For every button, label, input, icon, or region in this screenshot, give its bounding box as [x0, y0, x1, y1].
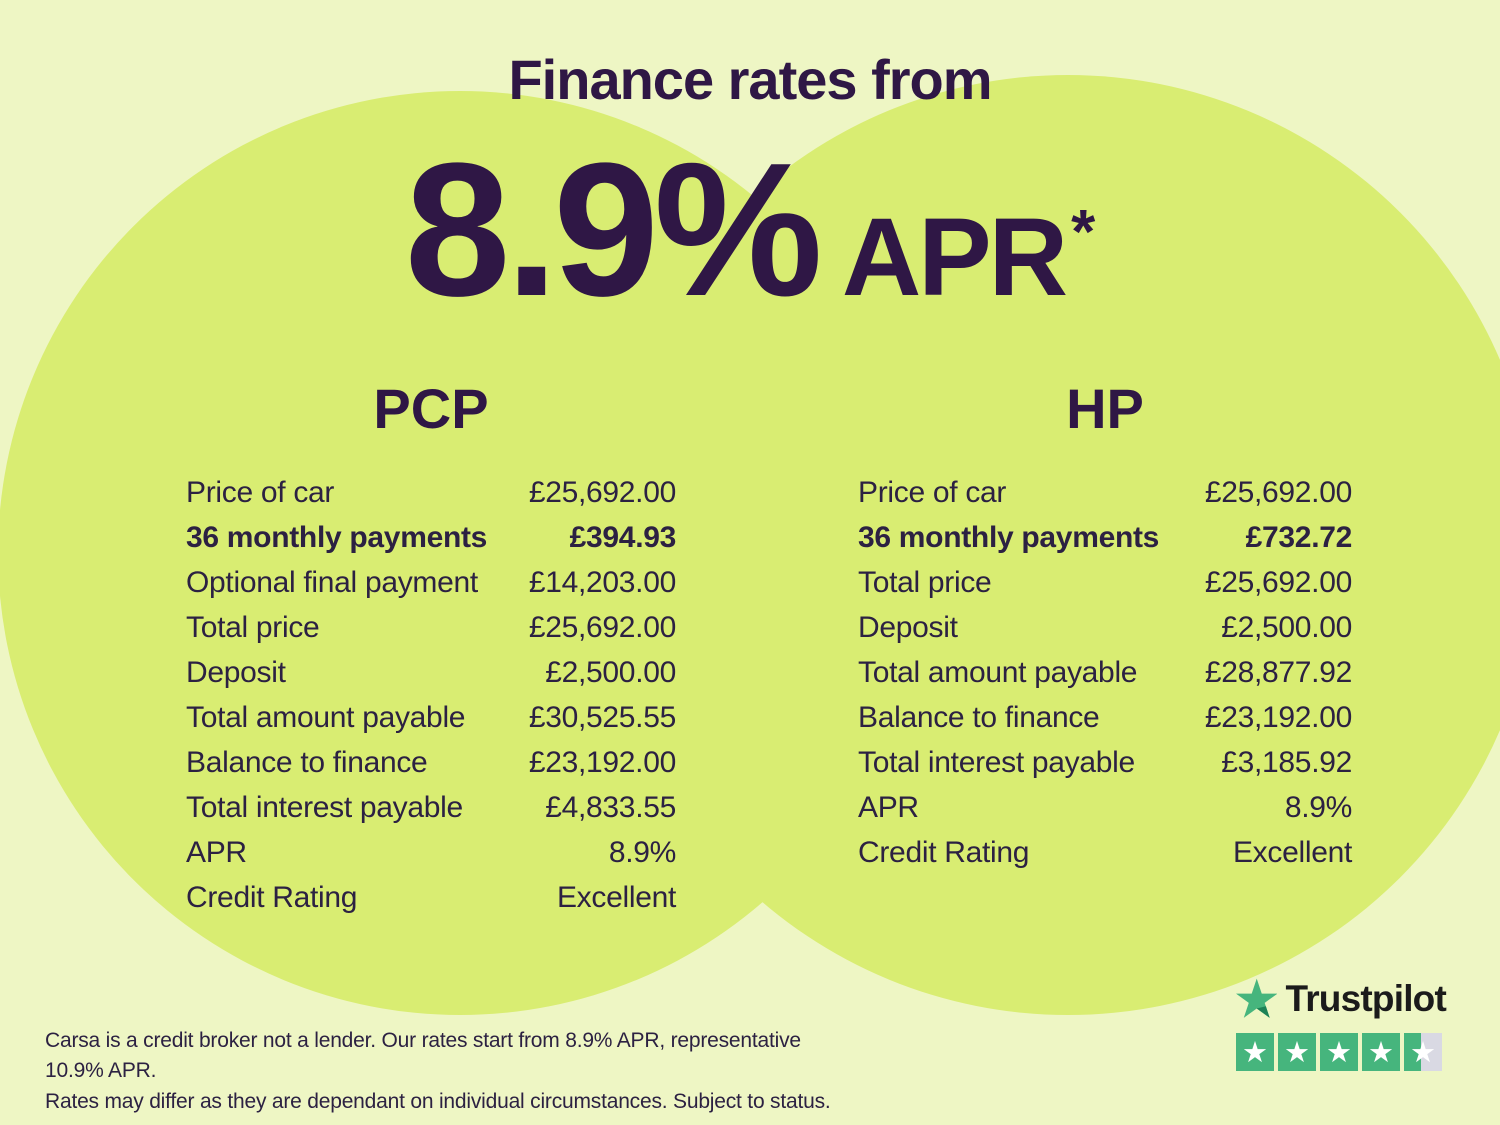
pcp-table-title: PCP	[373, 377, 489, 440]
row-value: £4,833.55	[545, 790, 676, 824]
row-label: 36 monthly payments	[858, 520, 1160, 554]
row-value: £2,500.00	[545, 655, 676, 689]
row-label: Total interest payable	[858, 745, 1135, 779]
rating-star-icon: ★	[1284, 1034, 1310, 1069]
row-value: Excellent	[1232, 835, 1352, 869]
row-value: Excellent	[556, 880, 676, 914]
table-row: APR 8.9%	[186, 830, 676, 875]
trustpilot-rating-stars: ★ ★ ★ ★ ★	[1236, 1033, 1446, 1071]
rating-star-fill	[1404, 1033, 1422, 1071]
row-value: £394.93	[569, 520, 677, 554]
rating-star-box: ★	[1278, 1033, 1316, 1071]
page-title: Finance rates from	[508, 48, 992, 111]
table-row: Price of car £25,692.00	[186, 470, 676, 515]
table-row: Deposit £2,500.00	[858, 605, 1352, 650]
row-value: £23,192.00	[1204, 700, 1352, 734]
table-row: Price of car £25,692.00	[858, 470, 1352, 515]
rating-star-fill	[1278, 1033, 1316, 1071]
row-label: Price of car	[858, 475, 1007, 509]
rating-star-fill	[1236, 1033, 1274, 1071]
trustpilot-brand: Trustpilot	[1285, 977, 1446, 1019]
row-label: APR	[186, 835, 247, 869]
row-label: Total amount payable	[186, 700, 466, 734]
row-label: Total price	[858, 565, 992, 599]
row-label: Credit Rating	[186, 880, 358, 914]
row-value: £3,185.92	[1221, 745, 1352, 779]
hp-table-title: HP	[1066, 377, 1144, 440]
hp-table-rows: Price of car £25,692.00 36 monthly payme…	[858, 470, 1352, 875]
row-value: £14,203.00	[528, 565, 676, 599]
row-value: £25,692.00	[1204, 475, 1352, 509]
table-row: Total amount payable £30,525.55	[186, 695, 676, 740]
hero-asterisk: *	[1071, 198, 1096, 267]
table-row: Deposit £2,500.00	[186, 650, 676, 695]
row-value: £23,192.00	[528, 745, 676, 779]
row-label: 36 monthly payments	[186, 520, 488, 554]
trustpilot-logo: Trustpilot	[1236, 974, 1447, 1022]
table-row: Balance to finance £23,192.00	[186, 740, 676, 785]
disclaimer: Carsa is a credit broker not a lender. O…	[45, 1026, 845, 1117]
pcp-table: PCP Price of car £25,692.00 36 monthly p…	[186, 381, 676, 920]
rating-star-icon: ★	[1326, 1034, 1352, 1069]
row-label: Price of car	[186, 475, 335, 509]
rating-star-icon: ★	[1368, 1034, 1394, 1069]
row-value: 8.9%	[608, 835, 676, 869]
row-label: Total amount payable	[858, 655, 1138, 689]
row-value: £2,500.00	[1221, 610, 1352, 644]
pcp-table-rows: Price of car £25,692.00 36 monthly payme…	[186, 470, 676, 920]
table-row: APR 8.9%	[858, 785, 1352, 830]
row-value: £28,877.92	[1204, 655, 1352, 689]
row-label: Total price	[186, 610, 320, 644]
table-row: Balance to finance £23,192.00	[858, 695, 1352, 740]
trustpilot-star-icon	[1236, 978, 1278, 1018]
row-label: Deposit	[186, 655, 286, 689]
rating-star-icon: ★	[1410, 1034, 1436, 1069]
rating-star-box: ★	[1320, 1033, 1358, 1071]
table-row: Total price £25,692.00	[186, 605, 676, 650]
background-circle-right	[598, 75, 1500, 1015]
table-row: Credit Rating Excellent	[186, 875, 676, 920]
row-value: £25,692.00	[528, 610, 676, 644]
table-row: 36 monthly payments £732.72	[858, 515, 1352, 560]
rating-star-box: ★	[1236, 1033, 1274, 1071]
row-value: £732.72	[1245, 520, 1353, 554]
rating-star-box: ★	[1404, 1033, 1442, 1071]
disclaimer-line-1: Carsa is a credit broker not a lender. O…	[45, 1029, 801, 1083]
row-label: Balance to finance	[858, 700, 1100, 734]
table-row: 36 monthly payments £394.93	[186, 515, 676, 560]
rating-star-fill	[1320, 1033, 1358, 1071]
hero-rate-value: 8.9%	[404, 124, 823, 336]
table-row: Optional final payment £14,203.00	[186, 560, 676, 605]
hp-table: HP Price of car £25,692.00 36 monthly pa…	[858, 381, 1352, 875]
row-label: Total interest payable	[186, 790, 463, 824]
row-value: 8.9%	[1284, 790, 1352, 824]
table-row: Credit Rating Excellent	[858, 830, 1352, 875]
trustpilot-widget: Trustpilot ★ ★ ★ ★ ★	[1236, 974, 1447, 1071]
row-label: Deposit	[858, 610, 958, 644]
rating-star-icon: ★	[1242, 1034, 1268, 1069]
table-row: Total amount payable £28,877.92	[858, 650, 1352, 695]
table-row: Total interest payable £3,185.92	[858, 740, 1352, 785]
hero-apr-label: APR	[841, 196, 1068, 319]
disclaimer-line-2: Rates may differ as they are dependant o…	[45, 1089, 831, 1113]
rating-star-fill	[1362, 1033, 1400, 1071]
row-label: Balance to finance	[186, 745, 428, 779]
row-value: £25,692.00	[1204, 565, 1352, 599]
row-label: Credit Rating	[858, 835, 1030, 869]
row-value: £30,525.55	[528, 700, 676, 734]
rating-star-box: ★	[1362, 1033, 1400, 1071]
row-label: Optional final payment	[186, 565, 478, 599]
row-label: APR	[858, 790, 919, 824]
table-row: Total price £25,692.00	[858, 560, 1352, 605]
row-value: £25,692.00	[528, 475, 676, 509]
hero-rate: 8.9% APR *	[0, 135, 1500, 325]
table-row: Total interest payable £4,833.55	[186, 785, 676, 830]
